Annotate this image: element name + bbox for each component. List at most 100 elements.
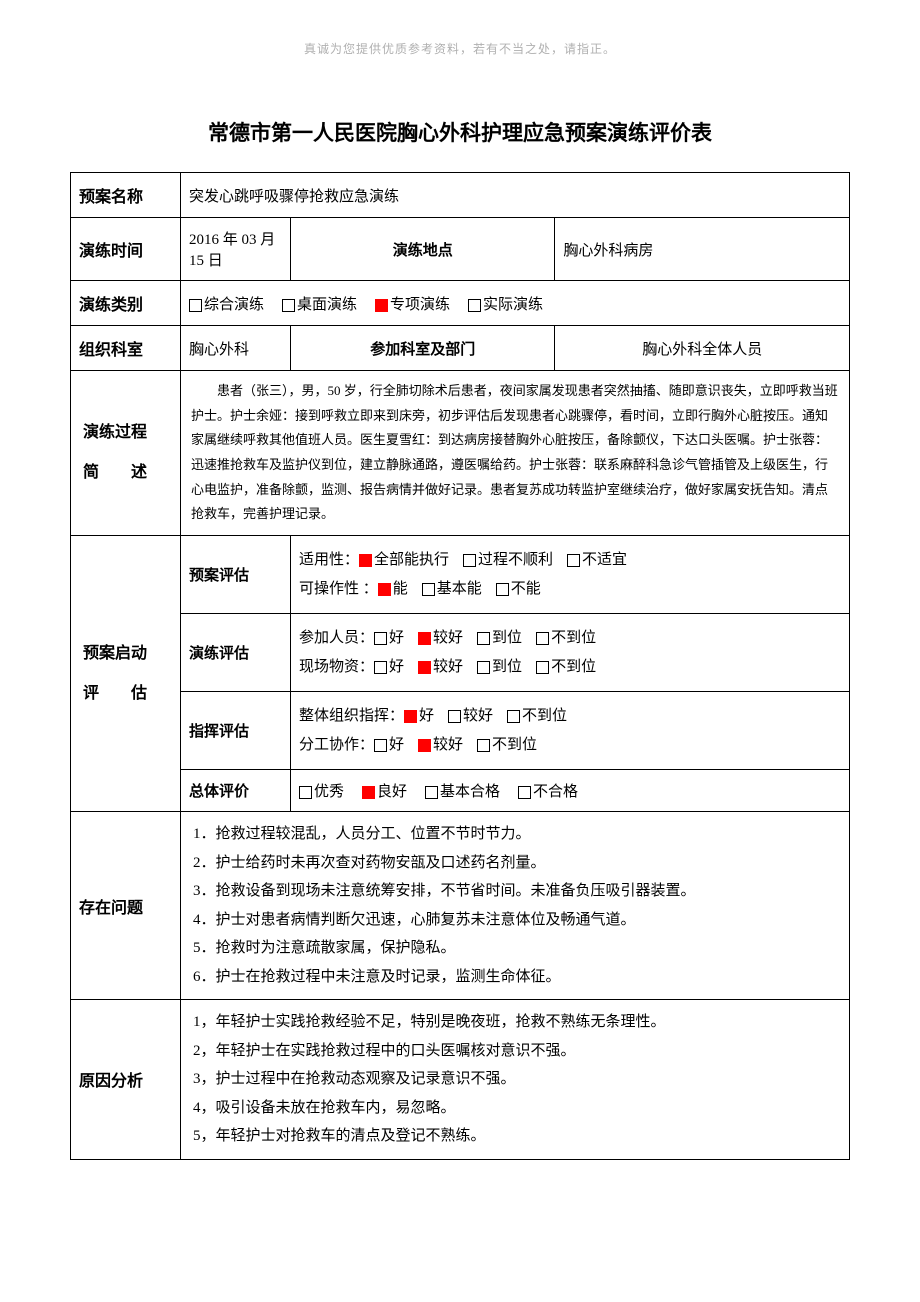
value-problems: 1．抢救过程较混乱，人员分工、位置不节时节力。2．护士给药时未再次查对药物安瓿及… xyxy=(181,812,850,1000)
list-item: 3，护士过程中在抢救动态观察及记录意识不强。 xyxy=(193,1065,837,1094)
value-command-eval: 整体组织指挥：好较好不到位分工协作：好较好不到位 xyxy=(291,692,850,770)
checkbox-icon xyxy=(448,710,461,723)
checkbox-option: 不到位 xyxy=(536,653,596,682)
checkbox-icon xyxy=(518,786,531,799)
checkbox-icon xyxy=(477,661,490,674)
checkbox-icon xyxy=(468,299,481,312)
list-item: 5，年轻护士对抢救车的清点及登记不熟练。 xyxy=(193,1122,837,1151)
value-drill-location: 胸心外科病房 xyxy=(555,218,850,281)
checkbox-icon xyxy=(418,739,431,752)
value-drill-time: 2016 年 03 月 15 日 xyxy=(181,218,291,281)
checkbox-option: 综合演练 xyxy=(189,293,264,314)
checkbox-icon xyxy=(507,710,520,723)
checkbox-option: 好 xyxy=(374,653,404,682)
checkbox-icon xyxy=(374,661,387,674)
list-item: 6．护士在抢救过程中未注意及时记录，监测生命体征。 xyxy=(193,963,837,992)
label-org-dept: 组织科室 xyxy=(71,326,181,371)
value-drill-eval: 参加人员：好较好到位不到位现场物资：好较好到位不到位 xyxy=(291,614,850,692)
label-command-eval: 指挥评估 xyxy=(181,692,291,770)
value-plan-name: 突发心跳呼吸骤停抢救应急演练 xyxy=(181,173,850,218)
list-item: 3．抢救设备到现场未注意统筹安排，不节省时间。未准备负压吸引器装置。 xyxy=(193,877,837,906)
label-causes: 原因分析 xyxy=(71,1000,181,1160)
checkbox-icon xyxy=(404,710,417,723)
checkbox-icon xyxy=(282,299,295,312)
list-item: 1，年轻护士实践抢救经验不足，特别是晚夜班，抢救不熟练无条理性。 xyxy=(193,1008,837,1037)
page-title: 常德市第一人民医院胸心外科护理应急预案演练评价表 xyxy=(70,117,850,147)
table-row: 演练时间 2016 年 03 月 15 日 演练地点 胸心外科病房 xyxy=(71,218,850,281)
value-overall-eval: 优秀良好基本合格不合格 xyxy=(291,770,850,812)
value-process-desc: 患者（张三），男，50 岁，行全肺切除术后患者，夜间家属发现患者突然抽搐、随即意… xyxy=(181,371,850,536)
checkbox-option: 较好 xyxy=(418,653,463,682)
label-drill-time: 演练时间 xyxy=(71,218,181,281)
value-plan-eval: 适用性：全部能执行过程不顺利不适宜可操作性 ：能基本能不能 xyxy=(291,536,850,614)
checkbox-icon xyxy=(378,583,391,596)
checkbox-option: 不到位 xyxy=(477,731,537,760)
checkbox-option: 实际演练 xyxy=(468,293,543,314)
checkbox-icon xyxy=(422,583,435,596)
list-item: 4，吸引设备未放在抢救车内，易忽略。 xyxy=(193,1094,837,1123)
label-process-desc: 演练过程 简 述 xyxy=(71,371,181,536)
header-note: 真诚为您提供优质参考资料，若有不当之处，请指正。 xyxy=(70,40,850,57)
label-overall-eval: 总体评价 xyxy=(181,770,291,812)
table-row: 演练过程 简 述 患者（张三），男，50 岁，行全肺切除术后患者，夜间家属发现患… xyxy=(71,371,850,536)
label-startup-eval: 预案启动 评 估 xyxy=(71,536,181,812)
list-item: 2．护士给药时未再次查对药物安瓿及口述药名剂量。 xyxy=(193,849,837,878)
table-row: 演练类别 综合演练桌面演练专项演练实际演练 xyxy=(71,281,850,326)
checkbox-option: 好 xyxy=(404,702,434,731)
checkbox-icon xyxy=(189,299,202,312)
checkbox-icon xyxy=(375,299,388,312)
checkbox-icon xyxy=(536,632,549,645)
label-line: 评 估 xyxy=(83,674,168,714)
checkbox-option: 较好 xyxy=(448,702,493,731)
label-line: 预案启动 xyxy=(83,634,168,674)
table-row: 预案启动 评 估 预案评估 适用性：全部能执行过程不顺利不适宜可操作性 ：能基本… xyxy=(71,536,850,614)
table-row: 预案名称 突发心跳呼吸骤停抢救应急演练 xyxy=(71,173,850,218)
checkbox-icon xyxy=(374,739,387,752)
checkbox-icon xyxy=(536,661,549,674)
table-row: 总体评价 优秀良好基本合格不合格 xyxy=(71,770,850,812)
checkbox-icon xyxy=(359,554,372,567)
checkbox-icon xyxy=(299,786,312,799)
checkbox-option: 过程不顺利 xyxy=(463,546,553,575)
checkbox-option: 较好 xyxy=(418,624,463,653)
checkbox-icon xyxy=(374,632,387,645)
checkbox-icon xyxy=(418,632,431,645)
table-row: 组织科室 胸心外科 参加科室及部门 胸心外科全体人员 xyxy=(71,326,850,371)
checkbox-option: 不适宜 xyxy=(567,546,627,575)
checkbox-option: 不到位 xyxy=(507,702,567,731)
checkbox-icon xyxy=(496,583,509,596)
checkbox-icon xyxy=(463,554,476,567)
checkbox-option: 好 xyxy=(374,731,404,760)
checkbox-option: 不到位 xyxy=(536,624,596,653)
checkbox-icon xyxy=(477,739,490,752)
checkbox-option: 基本合格 xyxy=(425,780,500,801)
value-participant-dept: 胸心外科全体人员 xyxy=(555,326,850,371)
checkbox-icon xyxy=(425,786,438,799)
checkbox-option: 专项演练 xyxy=(375,293,450,314)
checkbox-icon xyxy=(567,554,580,567)
label-drill-type: 演练类别 xyxy=(71,281,181,326)
label-drill-eval: 演练评估 xyxy=(181,614,291,692)
list-item: 4．护士对患者病情判断欠迅速，心肺复苏未注意体位及畅通气道。 xyxy=(193,906,837,935)
label-line: 演练过程 xyxy=(83,413,168,453)
table-row: 指挥评估 整体组织指挥：好较好不到位分工协作：好较好不到位 xyxy=(71,692,850,770)
checkbox-option: 全部能执行 xyxy=(359,546,449,575)
list-item: 2，年轻护士在实践抢救过程中的口头医嘱核对意识不强。 xyxy=(193,1037,837,1066)
table-row: 原因分析 1，年轻护士实践抢救经验不足，特别是晚夜班，抢救不熟练无条理性。2，年… xyxy=(71,1000,850,1160)
list-item: 1．抢救过程较混乱，人员分工、位置不节时节力。 xyxy=(193,820,837,849)
list-item: 5．抢救时为注意疏散家属，保护隐私。 xyxy=(193,934,837,963)
table-row: 存在问题 1．抢救过程较混乱，人员分工、位置不节时节力。2．护士给药时未再次查对… xyxy=(71,812,850,1000)
label-problems: 存在问题 xyxy=(71,812,181,1000)
checkbox-icon xyxy=(362,786,375,799)
checkbox-option: 基本能 xyxy=(422,575,482,604)
table-row: 演练评估 参加人员：好较好到位不到位现场物资：好较好到位不到位 xyxy=(71,614,850,692)
checkbox-option: 不能 xyxy=(496,575,541,604)
checkbox-option: 较好 xyxy=(418,731,463,760)
label-plan-eval: 预案评估 xyxy=(181,536,291,614)
value-org-dept: 胸心外科 xyxy=(181,326,291,371)
checkbox-option: 好 xyxy=(374,624,404,653)
checkbox-option: 优秀 xyxy=(299,780,344,801)
evaluation-table: 预案名称 突发心跳呼吸骤停抢救应急演练 演练时间 2016 年 03 月 15 … xyxy=(70,172,850,1160)
value-causes: 1，年轻护士实践抢救经验不足，特别是晚夜班，抢救不熟练无条理性。2，年轻护士在实… xyxy=(181,1000,850,1160)
checkbox-option: 不合格 xyxy=(518,780,578,801)
